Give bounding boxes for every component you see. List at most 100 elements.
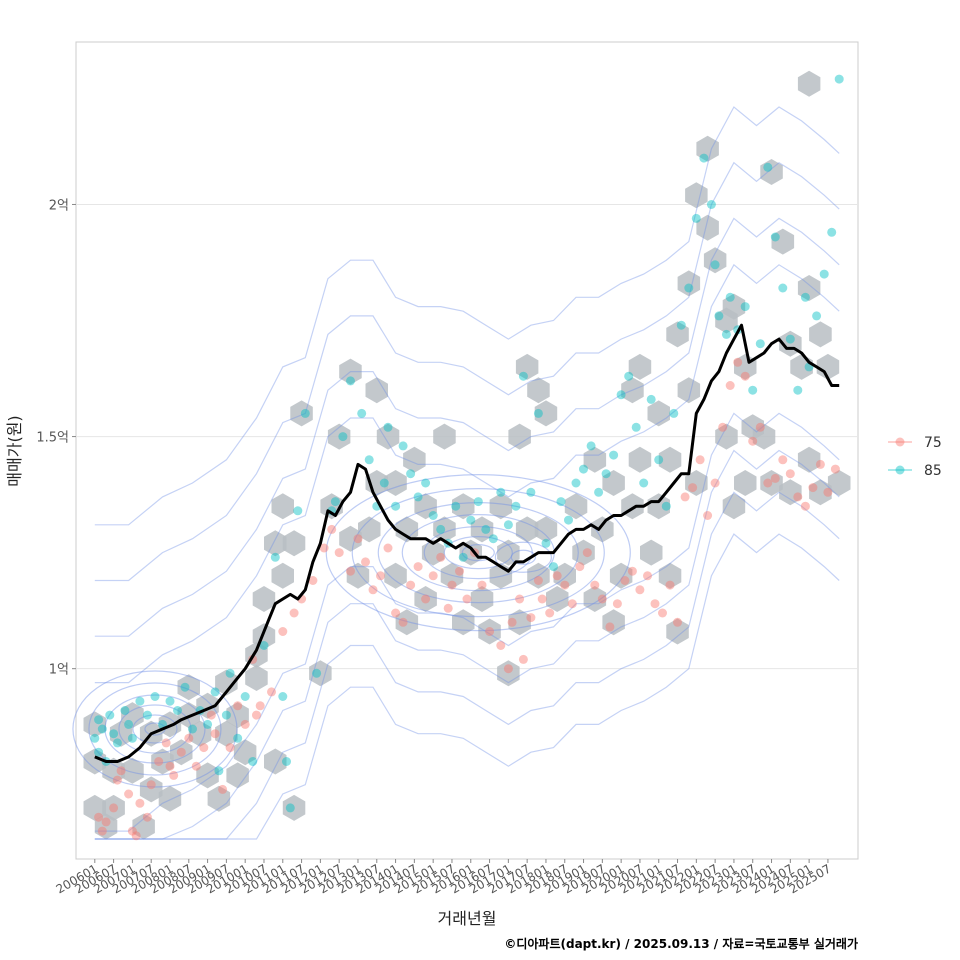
point-85	[112, 738, 122, 748]
point-75	[161, 738, 171, 748]
point-85	[616, 390, 626, 400]
hexbin-cell	[583, 586, 607, 612]
legend-label-75: 75	[924, 435, 942, 451]
hexbin-cell	[515, 353, 539, 380]
hexbin-cell	[188, 720, 212, 747]
point-75	[398, 617, 408, 627]
hexbin-cell	[827, 470, 851, 496]
point-75	[733, 357, 743, 367]
hexbin-cell	[271, 562, 294, 589]
point-85	[383, 422, 393, 432]
point-75	[413, 562, 423, 572]
hexbin-cell	[452, 493, 475, 520]
point-85	[669, 408, 679, 418]
point-85	[526, 487, 536, 497]
point-85	[225, 668, 235, 678]
point-75	[176, 747, 186, 757]
point-85	[778, 283, 788, 293]
point-75	[443, 603, 453, 613]
hexbin-cell	[433, 423, 456, 450]
hexbin-cell	[647, 400, 670, 427]
hexbin-cell	[346, 562, 370, 589]
point-75	[406, 580, 416, 590]
hexbin-cell	[685, 470, 708, 496]
point-75	[763, 478, 773, 488]
point-85	[259, 641, 269, 650]
hexbin-cell	[527, 377, 550, 404]
hexbin-cell	[170, 739, 193, 766]
point-85	[180, 682, 190, 692]
contour-band	[94, 533, 840, 840]
point-85	[120, 706, 130, 715]
hexbin-cell	[760, 159, 783, 185]
point-75	[496, 641, 506, 650]
point-85	[97, 724, 107, 734]
point-75	[327, 524, 337, 534]
point-85	[105, 710, 115, 720]
point-75	[507, 617, 517, 627]
point-85	[676, 320, 686, 330]
point-85	[684, 283, 694, 293]
hexbin-cell	[696, 214, 719, 241]
point-75	[428, 571, 438, 581]
hexbin-layer	[83, 70, 851, 840]
point-75	[116, 766, 126, 776]
point-85	[282, 757, 291, 766]
hexbin-cell	[797, 70, 821, 97]
hexbin-cell	[215, 720, 238, 747]
point-85	[203, 719, 213, 729]
point-75	[793, 492, 803, 502]
point-75	[830, 464, 840, 474]
hexbin-cell	[628, 446, 652, 473]
point-85	[725, 292, 735, 302]
contour-band	[94, 217, 840, 637]
hexbin-cell	[264, 748, 287, 775]
point-75	[552, 571, 562, 581]
hexbin-cell	[226, 762, 249, 789]
hexbin-cell	[282, 794, 306, 821]
y-axis-title: 매매가(원)	[5, 415, 24, 486]
point-75	[376, 571, 385, 581]
x-axis-title: 거래년월	[438, 909, 497, 928]
point-85	[827, 227, 837, 237]
contour-band	[94, 449, 840, 840]
point-85	[721, 329, 731, 339]
point-75	[206, 710, 216, 720]
hexbin-cell	[339, 358, 362, 385]
contour-ring	[88, 682, 222, 776]
hexbin-cell	[339, 525, 362, 552]
point-85	[691, 213, 701, 223]
hexbin-cell	[497, 660, 520, 687]
point-75	[755, 422, 765, 432]
point-85	[639, 478, 649, 488]
point-75	[255, 701, 265, 711]
y-axis: 1억 1.5억 2억	[36, 198, 76, 678]
contour-band	[94, 161, 840, 582]
point-75	[567, 599, 577, 609]
hexbin-cell	[685, 182, 708, 209]
hexbin-cell	[621, 377, 644, 404]
point-85	[300, 408, 310, 418]
point-85	[646, 394, 656, 404]
point-85	[609, 450, 619, 460]
point-75	[391, 608, 401, 618]
point-75	[575, 562, 585, 572]
point-75	[169, 770, 179, 780]
hexbin-cell	[196, 762, 219, 789]
point-85	[124, 719, 134, 729]
point-85	[556, 497, 566, 507]
point-75	[537, 594, 547, 604]
contour-ring	[72, 670, 238, 788]
legend-key-75	[895, 437, 905, 447]
point-85	[379, 478, 389, 488]
hexbin-cell	[527, 562, 550, 589]
point-75	[240, 719, 250, 729]
point-75	[455, 566, 464, 576]
point-75	[590, 580, 600, 590]
hexbin-cell	[226, 702, 249, 729]
hexbin-cell	[497, 539, 520, 566]
hexbin-cell	[816, 353, 840, 380]
hexbin-cell	[452, 609, 475, 636]
point-85	[763, 162, 773, 172]
point-75	[643, 571, 652, 581]
